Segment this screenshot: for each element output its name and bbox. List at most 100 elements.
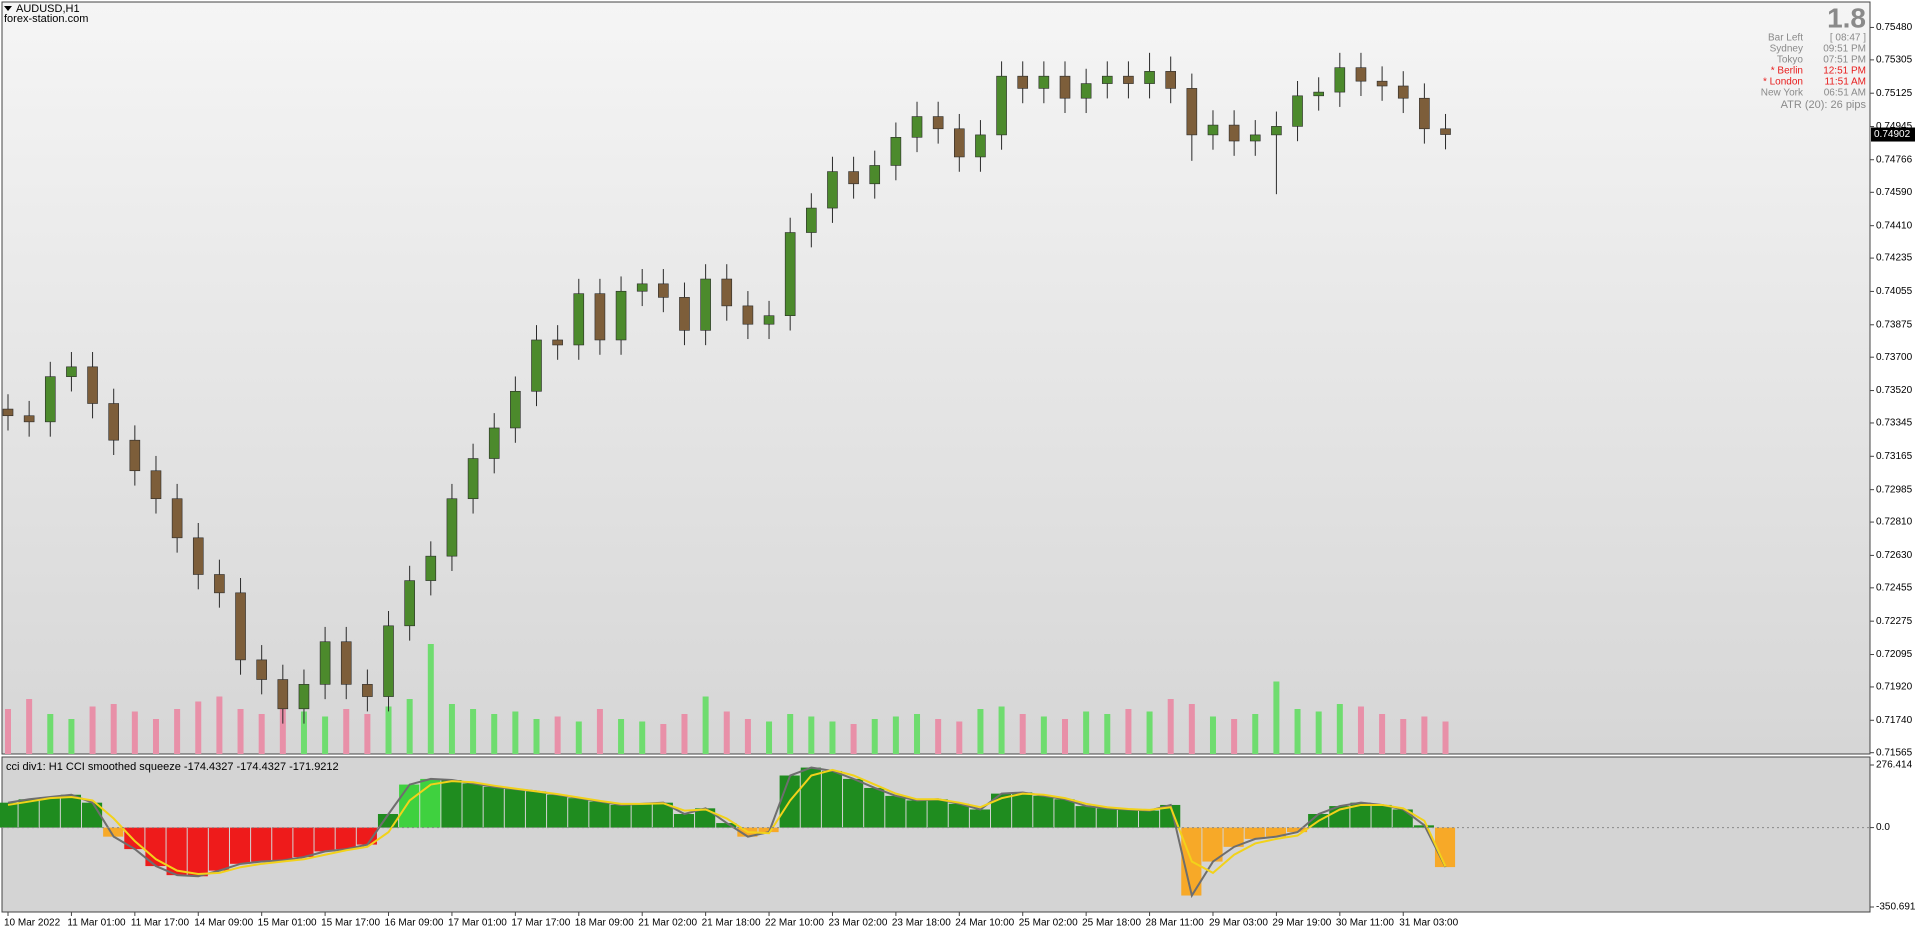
- histogram-bar: [652, 802, 673, 828]
- volume-bar: [47, 714, 54, 754]
- candle-body: [1419, 97, 1430, 130]
- histogram-bar: [0, 802, 18, 828]
- volume-bar: [850, 724, 857, 754]
- histogram-bar: [948, 803, 969, 828]
- y-tick-label: 0.74055: [1876, 286, 1913, 297]
- volume-bar: [744, 719, 751, 754]
- candle-body: [277, 679, 289, 710]
- cci-line: [7, 766, 1447, 899]
- x-tick-label: 31 Mar 03:00: [1399, 918, 1458, 929]
- volume-bar: [575, 721, 582, 754]
- candle-body: [658, 283, 669, 298]
- volume-bar: [1252, 714, 1259, 754]
- candle-body: [1101, 75, 1113, 84]
- volume-bar: [787, 714, 794, 754]
- volume-bar: [533, 719, 540, 754]
- candle-body: [700, 278, 711, 331]
- session-time: 11:51 AM: [1824, 77, 1866, 88]
- candle-body: [446, 498, 458, 557]
- candle-body: [362, 684, 373, 697]
- session-label: Bar Left: [1768, 33, 1803, 44]
- histogram-bar: [1434, 827, 1456, 868]
- histogram-bar: [695, 808, 716, 828]
- session-time: 07:51 PM: [1823, 55, 1866, 66]
- volume-bar: [1231, 719, 1238, 754]
- histogram-bar: [420, 778, 441, 828]
- y-tick-label: 0.74410: [1876, 220, 1913, 231]
- x-tick-label: 14 Mar 09:00: [194, 918, 253, 929]
- candle-body: [340, 641, 352, 685]
- y-tick-label: 0.72455: [1876, 582, 1913, 593]
- y-tick-label: 0.72275: [1876, 616, 1913, 627]
- volume-bar: [1442, 721, 1449, 754]
- symbol-title: AUDUSD,H1: [16, 3, 80, 15]
- histogram-bar: [208, 827, 229, 871]
- volume-bar: [914, 714, 921, 754]
- x-tick-label: 11 Mar 17:00: [131, 918, 190, 929]
- volume-bar: [1188, 704, 1195, 754]
- candle-body: [1355, 67, 1367, 82]
- volume-bar: [1315, 711, 1322, 754]
- volume-bar: [300, 711, 307, 754]
- session-label: * London: [1763, 77, 1803, 88]
- spread: 1.8: [1827, 2, 1866, 33]
- volume-bar: [1400, 719, 1407, 754]
- histogram-bar: [673, 814, 695, 828]
- y-tick-label: 0.72630: [1876, 550, 1913, 561]
- y-tick-label: 0.73165: [1876, 451, 1913, 462]
- volume-bar: [279, 704, 286, 754]
- x-tick-label: 22 Mar 10:00: [765, 918, 824, 929]
- session-label: New York: [1761, 88, 1804, 99]
- volume-bar: [1336, 704, 1343, 754]
- candle-body: [404, 580, 415, 627]
- y-tick-label: 0.75305: [1876, 55, 1913, 66]
- candle-body: [848, 171, 859, 185]
- volume-bar: [618, 719, 625, 754]
- histogram-bar: [1244, 827, 1265, 839]
- histogram-bar: [568, 798, 589, 828]
- volume-bar: [131, 711, 138, 754]
- candle-body: [150, 470, 162, 500]
- y-tick-label: 0.75125: [1876, 88, 1913, 99]
- x-tick-label: 10 Mar 2022: [4, 918, 61, 929]
- candle-body: [87, 366, 98, 404]
- volume-bar: [998, 706, 1005, 754]
- candle-body: [488, 427, 500, 459]
- y-tick-label: 0.73520: [1876, 385, 1913, 396]
- candle-body: [552, 339, 563, 346]
- volume-bar: [1294, 709, 1301, 754]
- candle-body: [890, 137, 902, 166]
- histogram-bar: [166, 827, 187, 876]
- watermark: forex-station.com: [4, 13, 88, 25]
- volume-bar: [322, 716, 329, 754]
- volume-bar: [1019, 714, 1026, 754]
- histogram-bar: [1096, 808, 1117, 828]
- candle-body: [594, 293, 606, 341]
- volume-bar: [935, 719, 942, 754]
- histogram-bar: [1350, 802, 1371, 828]
- candle-body: [1397, 85, 1409, 99]
- menu-triangle[interactable]: [4, 6, 12, 11]
- candle-body: [1334, 67, 1346, 93]
- signal-line: [7, 768, 1447, 876]
- candle-body: [129, 439, 141, 472]
- volume-bar: [829, 721, 836, 754]
- main-plot: [1, 1, 1871, 755]
- volume-bar: [681, 714, 688, 754]
- histogram-bar: [504, 789, 525, 828]
- histogram-bar: [1075, 806, 1096, 828]
- histogram-bar: [1223, 827, 1244, 847]
- x-tick-label: 17 Mar 17:00: [511, 918, 570, 929]
- volume-bar: [1379, 714, 1386, 754]
- y-tick-label: 0.71920: [1876, 682, 1913, 693]
- x-tick-label: 30 Mar 11:00: [1336, 918, 1395, 929]
- volume-bar: [956, 721, 963, 754]
- candle-body: [827, 171, 838, 209]
- session-label: Sydney: [1770, 44, 1803, 55]
- histogram-bar: [610, 804, 631, 828]
- y-tick-label: 0.72095: [1876, 649, 1913, 660]
- y-tick-label: 0.74235: [1876, 253, 1913, 264]
- histogram-bar: [1033, 795, 1054, 828]
- candle-body: [869, 165, 881, 185]
- volume-bar: [723, 711, 730, 754]
